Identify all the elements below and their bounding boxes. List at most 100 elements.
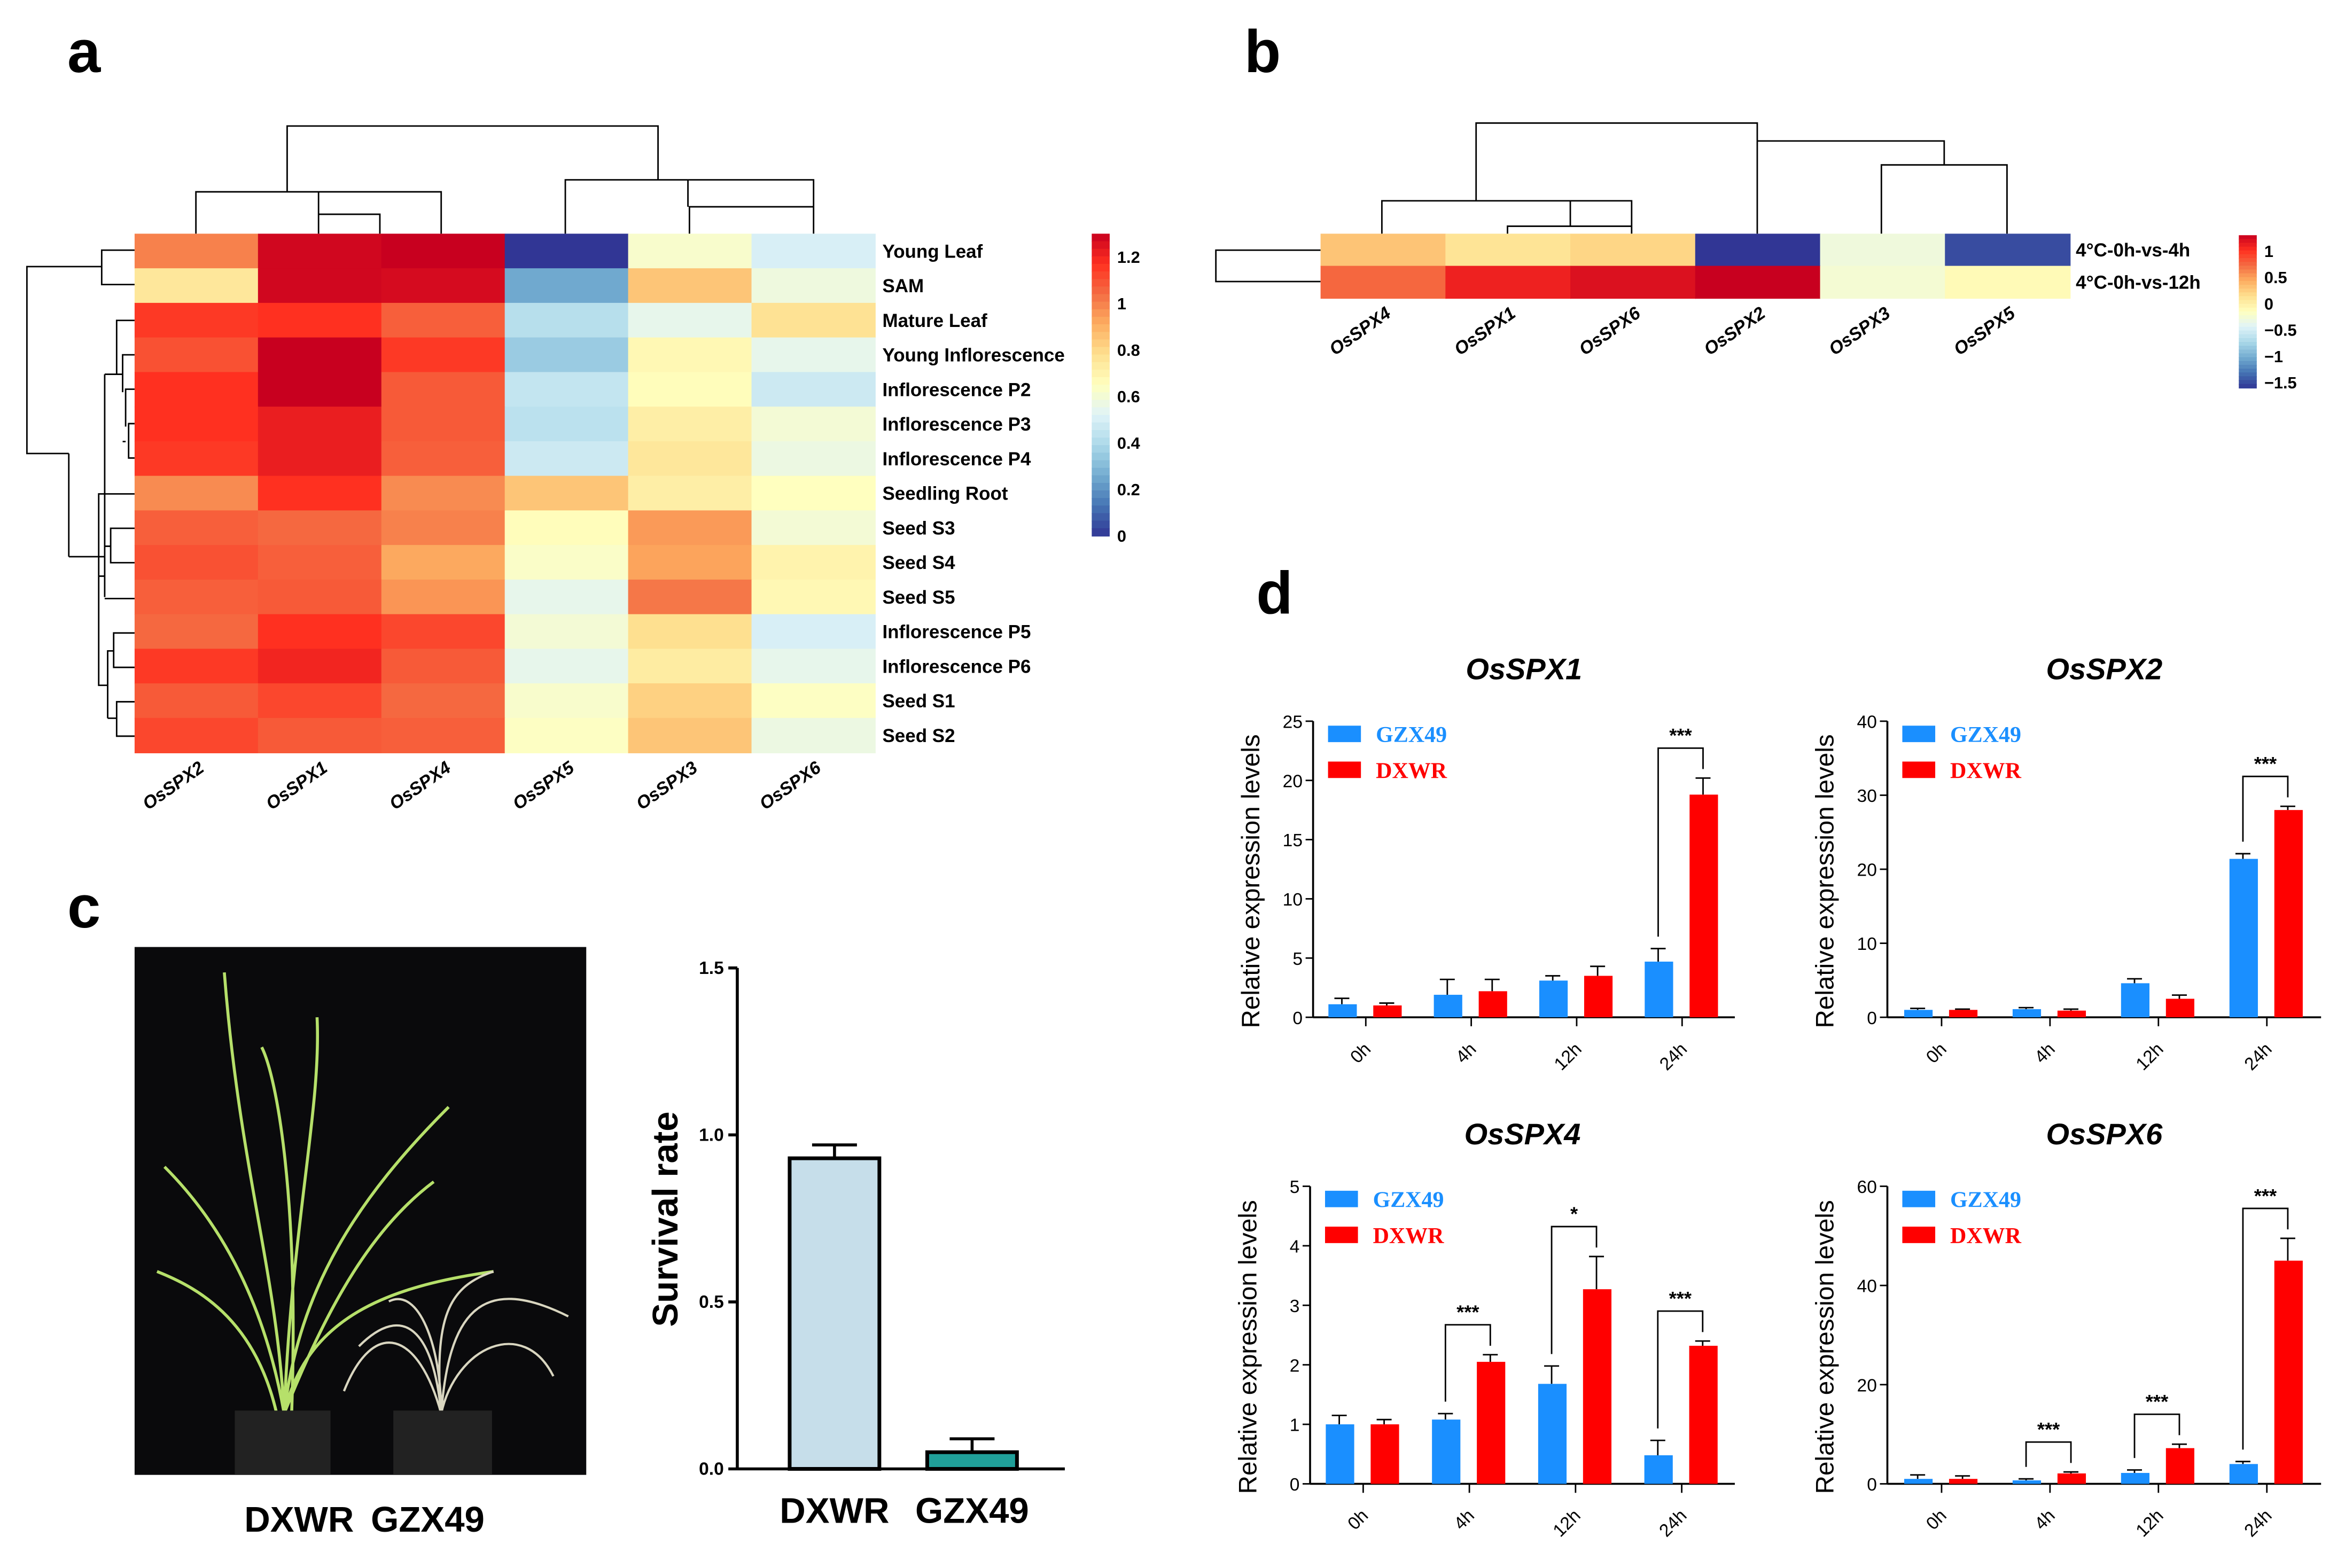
subplot-osspx2: OsSPX2 0 10 20 30 40 Relative expression level… <box>1811 652 2321 1074</box>
heatmap-a: Young Leaf SAM Mature Leaf Young Infloresce… <box>134 233 1140 814</box>
panel-letter-a: a <box>67 18 101 85</box>
row-label: 4°C-0h-vs-4h <box>2076 240 2190 261</box>
y-tick-label: 3 <box>1290 1297 1300 1316</box>
heatmap-cell <box>134 510 259 546</box>
colorbar-segment <box>2239 330 2257 336</box>
significance-bracket <box>2242 775 2289 842</box>
colorbar-segment <box>1092 482 1110 492</box>
heatmap-cell <box>381 579 506 615</box>
subplot-title: OsSPX4 <box>1464 1117 1581 1151</box>
legend-label-gzx49: GZX49 <box>1950 723 2021 747</box>
colorbar-segment <box>2239 353 2257 358</box>
colorbar-segment <box>2239 246 2257 252</box>
colorbar-tick: 0 <box>1117 527 1126 545</box>
bar-dxwr <box>2165 1448 2194 1484</box>
bar-dxwr <box>1584 976 1613 1018</box>
heatmap-cell <box>381 337 506 373</box>
heatmap-cell <box>751 372 876 408</box>
survival-chart: 0.0 0.5 1.0 1.5 DXWR GZX49 Survival rate <box>645 958 1065 1531</box>
colorbar-segment <box>2239 288 2257 293</box>
photo-label-dxwr: DXWR <box>244 1500 354 1540</box>
panel-letter-c: c <box>67 873 100 940</box>
heatmap-cell <box>751 233 876 269</box>
x-tick-label: 24h <box>2241 1506 2276 1541</box>
colorbar-segment <box>1092 445 1110 454</box>
row-label: Seed S4 <box>882 552 955 573</box>
colorbar-segment <box>1092 453 1110 461</box>
significance-label: *** <box>2254 1185 2277 1207</box>
x-tick-label: 0h <box>1922 1506 1951 1534</box>
colorbar-segment <box>1092 415 1110 424</box>
x-tick-label: 0h <box>1922 1039 1951 1067</box>
column-label: OsSPX6 <box>756 758 825 814</box>
column-label: OsSPX3 <box>633 758 702 814</box>
heatmap-cell <box>751 649 876 684</box>
x-tick-label: 4h <box>2031 1039 2059 1067</box>
colorbar-segment <box>2239 235 2257 240</box>
y-axis-label: Relative expression levels <box>1811 1200 1840 1494</box>
heatmap-cell <box>751 302 876 339</box>
colorbar-segment <box>1092 339 1110 348</box>
legend-swatch-gzx49 <box>1902 1190 1936 1207</box>
colorbar-segment <box>2239 315 2257 320</box>
legend-swatch-gzx49 <box>1902 726 1936 743</box>
heatmap-cell <box>381 510 506 546</box>
row-label: Inflorescence P4 <box>882 449 1031 470</box>
heatmap-cell <box>381 372 506 408</box>
bar-dxwr <box>1478 991 1507 1018</box>
bar-dxwr <box>2274 810 2303 1018</box>
colorbar-segment <box>2239 254 2257 259</box>
bar-gzx49 <box>2229 859 2258 1018</box>
pot-gzx49 <box>393 1410 492 1475</box>
heatmap-cell <box>1320 266 1446 299</box>
significance-bracket <box>1551 1226 1598 1354</box>
subplot-osspx1: OsSPX1 0 5 10 15 20 25 Relative expression leve… <box>1237 652 1735 1074</box>
column-dendrogram-a <box>195 125 815 234</box>
bar-gzx49 <box>1904 1479 1933 1484</box>
panel-letter-b: b <box>1244 18 1281 85</box>
row-label: Young Inflorescence <box>882 345 1064 366</box>
heatmap-cell <box>258 407 383 442</box>
colorbar-segment <box>2239 273 2257 278</box>
heatmap-cell <box>628 441 752 477</box>
bar-gzx49 <box>2229 1464 2258 1484</box>
row-label: Seed S1 <box>882 691 955 712</box>
y-tick-label: 10 <box>1283 890 1303 910</box>
colorbar-segment <box>1092 286 1110 295</box>
significance-label: *** <box>1669 724 1692 746</box>
colorbar-segment <box>1092 362 1110 371</box>
x-tick-label: 4h <box>1452 1039 1481 1067</box>
y-tick-label: 20 <box>1283 771 1303 791</box>
significance-bracket <box>1657 747 1704 937</box>
bar-dxwr <box>1949 1479 1978 1484</box>
heatmap-cell <box>381 302 506 339</box>
colorbar-segment <box>1092 271 1110 280</box>
y-axis-label: Survival rate <box>645 1111 685 1327</box>
x-tick-label: 12h <box>2132 1506 2168 1541</box>
colorbar-segment <box>1092 279 1110 287</box>
legend-swatch-dxwr <box>1902 1227 1936 1243</box>
y-tick-label: 25 <box>1283 713 1303 732</box>
colorbar-segment <box>2239 323 2257 327</box>
colorbar-tick: 0.4 <box>1117 434 1140 453</box>
heatmap-cell <box>504 579 629 615</box>
heatmap-cell <box>628 717 752 753</box>
colorbar-segment <box>2239 285 2257 290</box>
colorbar-segment <box>2239 319 2257 324</box>
bar-dxwr <box>1373 1005 1402 1018</box>
heatmap-cell <box>258 475 383 511</box>
heatmap-cell <box>751 683 876 719</box>
bar-dxwr <box>1583 1289 1612 1484</box>
column-label: OsSPX2 <box>1701 303 1770 359</box>
colorbar-segment <box>1092 392 1110 401</box>
heatmap-cell <box>1820 266 1946 299</box>
colorbar-segment <box>2239 342 2257 347</box>
colorbar-segment <box>2239 277 2257 282</box>
legend-swatch-gzx49 <box>1328 726 1361 743</box>
heatmap-cell <box>258 510 383 546</box>
heatmap-cell <box>381 717 506 753</box>
colorbar-segment <box>1092 294 1110 303</box>
heatmap-cell <box>628 683 752 719</box>
colorbar-tick: 0.6 <box>1117 387 1140 406</box>
y-axis-label: Relative expression levels <box>1234 1200 1262 1494</box>
